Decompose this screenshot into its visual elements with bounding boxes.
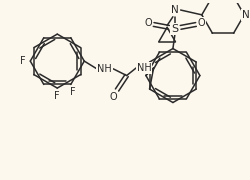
Text: NH: NH [136,63,151,73]
Text: S: S [171,24,178,34]
Text: O: O [144,18,152,28]
Text: F: F [54,91,60,101]
Text: F: F [20,56,26,66]
Text: N: N [171,5,179,15]
Text: O: O [109,92,117,102]
Text: F: F [70,87,75,97]
Text: O: O [198,18,205,28]
Text: NH: NH [97,64,112,74]
Text: N: N [242,10,250,20]
